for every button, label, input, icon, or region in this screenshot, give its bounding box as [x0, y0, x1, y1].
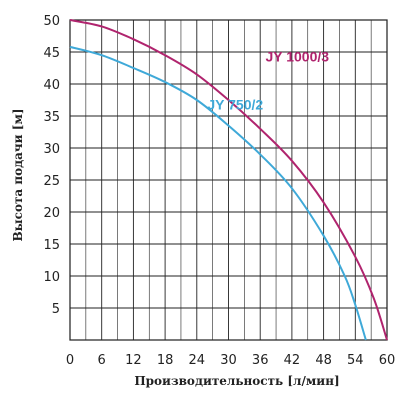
y-tick-labels: 5 10 15 20 25 30 35 40 45 50: [43, 14, 60, 317]
y-tick-label: 5: [52, 302, 60, 317]
series-label: JY 1000/3: [265, 49, 329, 65]
x-tick-label: 12: [125, 353, 142, 368]
series-line: [69, 45, 367, 341]
y-tick-label: 20: [43, 206, 60, 221]
x-tick-label: 42: [284, 353, 301, 368]
series-label: JY 750/2: [207, 97, 263, 113]
x-tick-label: 18: [157, 353, 174, 368]
y-tick-label: 40: [43, 78, 60, 93]
y-tick-label: 10: [43, 270, 60, 285]
y-tick-label: 30: [43, 142, 60, 157]
x-tick-label: 48: [315, 353, 332, 368]
y-axis-title: Высота подачи [м]: [11, 108, 25, 241]
x-tick-label: 60: [379, 353, 396, 368]
grid: [69, 19, 388, 341]
x-tick-label: 30: [220, 353, 237, 368]
series-lines: [69, 19, 388, 341]
series-labels: JY 1000/3 JY 750/2: [207, 49, 329, 113]
y-tick-label: 50: [43, 14, 60, 29]
x-tick-label: 0: [66, 353, 74, 368]
x-axis-title: Производительность [л/мин]: [134, 374, 339, 388]
y-tick-label: 25: [43, 174, 60, 189]
series-line: [69, 19, 388, 341]
y-tick-label: 35: [43, 110, 60, 125]
x-tick-label: 6: [98, 353, 106, 368]
x-tick-label: 24: [189, 353, 206, 368]
x-tick-label: 54: [347, 353, 364, 368]
y-tick-label: 45: [43, 46, 60, 61]
x-tick-labels: 0 6 12 18 24 30 36 42 48 54 60: [66, 353, 395, 368]
y-tick-label: 15: [43, 238, 60, 253]
x-tick-label: 36: [252, 353, 269, 368]
